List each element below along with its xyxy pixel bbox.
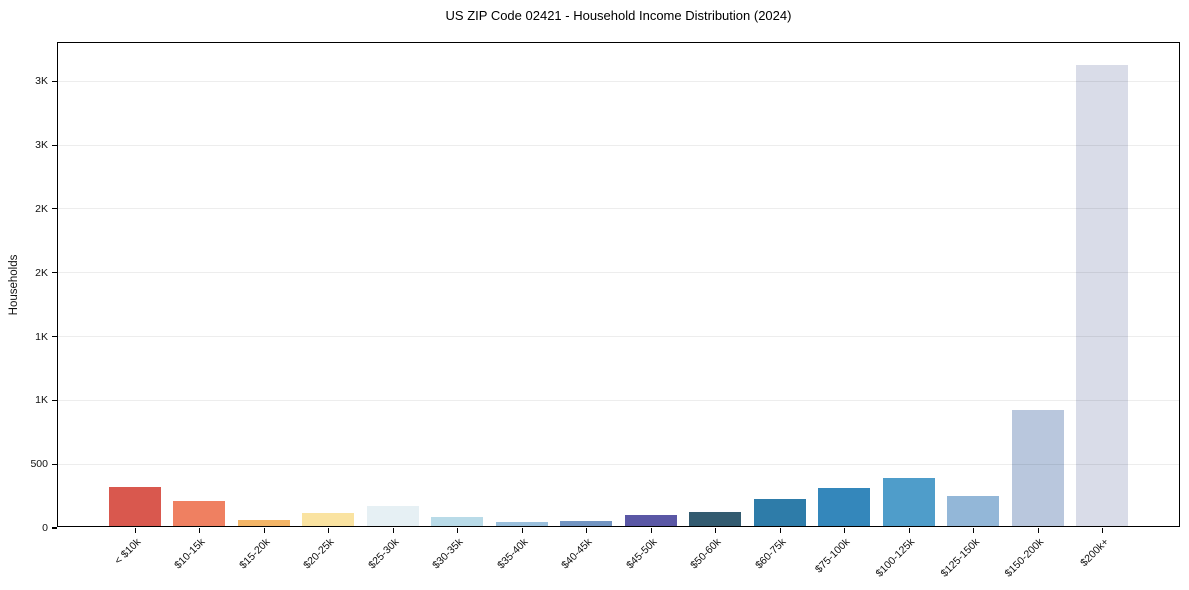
y-tick-label: 500 [30,458,48,471]
y-tick-labels: 0 500 1K 1K 2K 2K 3K 3K [2,43,48,534]
y-tick-mark [52,272,57,274]
x-slot: $100-125k [874,528,935,588]
x-tick-label: $15-20k [236,536,273,572]
x-axis: < $10k $10-15k $15-20k $20-25k $25-30k $30-35… [57,528,1180,590]
x-tick-label: $45-50k [623,536,660,572]
x-slot: $125-150k [938,528,999,588]
x-slot: $40-45k [559,528,612,588]
y-tick-mark [52,527,57,529]
x-tick-label: $75-100k [813,536,853,576]
y-tick-label: 2K [35,266,48,279]
x-slot: $50-60k [688,528,741,588]
x-slot: $30-35k [430,528,483,588]
bar [431,517,484,526]
x-tick-mark [263,528,265,533]
y-tick-label: 3K [35,139,48,152]
x-slot: $20-25k [301,528,354,588]
y-tick-label: 2K [35,202,48,215]
x-slot: $60-75k [752,528,806,588]
x-tick-mark [779,528,781,533]
x-tick-label: $200k+ [1077,536,1111,570]
bar [108,487,161,526]
bar [560,520,613,526]
x-tick-mark [521,528,523,533]
x-tick-label: $35-40k [494,536,531,572]
x-tick-mark [134,528,136,533]
x-slot: $25-30k [365,528,419,588]
bar [1076,65,1129,526]
chart-title: US ZIP Code 02421 - Household Income Dis… [445,8,792,23]
x-tick-label: $50-60k [688,536,724,572]
x-tick-label: $25-30k [365,536,402,572]
x-tick-label: $125-150k [938,536,982,580]
bar [1011,409,1064,526]
x-tick-label: $150-200k [1002,536,1047,580]
x-tick-mark [650,528,652,533]
x-slots: < $10k $10-15k $15-20k $20-25k $25-30k $30-35… [57,528,1180,588]
bar [689,512,742,526]
x-tick-label: $100-125k [873,536,918,580]
x-tick-mark [973,528,975,533]
y-tick-label: 3K [35,75,48,88]
bar [753,499,806,526]
x-tick-mark [844,528,846,533]
bar [624,514,677,526]
x-tick-label: $40-45k [559,536,595,572]
plot-area: 0 500 1K 1K 2K 2K 3K 3K [30,42,1180,534]
x-tick-mark [328,528,330,533]
x-slot: $35-40k [494,528,548,588]
bar [237,519,290,526]
x-slot: < $10k [109,528,161,588]
x-slot: $15-20k [236,528,290,588]
y-tick-mark [52,80,57,82]
bar [366,506,419,526]
x-tick-mark [715,528,717,533]
x-tick-mark [199,528,201,533]
bar [302,513,355,526]
x-slot: $75-100k [813,528,870,588]
x-tick-label: $60-75k [752,536,789,572]
x-tick-mark [457,528,459,533]
y-tick-mark [52,463,57,465]
bar [947,496,1000,526]
y-tick-label: 0 [42,522,48,534]
x-tick-label: $10-15k [172,536,208,572]
bars-container [58,43,1179,526]
x-tick-label: $30-35k [430,536,466,572]
y-tick-mark [52,144,57,146]
x-tick-mark [392,528,394,533]
y-tick-label: 1K [35,330,48,343]
y-tick-label: 1K [35,394,48,407]
x-slot: $150-200k [1003,528,1064,588]
bar [818,488,871,526]
bar [495,521,548,526]
x-tick-mark [1037,528,1039,533]
x-tick-label: < $10k [112,536,144,567]
x-tick-mark [908,528,910,533]
y-tick-mark [52,399,57,401]
bar [882,478,935,526]
y-tick-mark [52,208,57,210]
x-tick-label: $20-25k [301,536,337,572]
x-slot: $200k+ [1076,528,1128,588]
y-tick-mark [52,336,57,338]
x-tick-mark [586,528,588,533]
x-slot: $10-15k [172,528,225,588]
x-tick-mark [1102,528,1104,533]
bar [173,501,226,526]
x-slot: $45-50k [623,528,677,588]
